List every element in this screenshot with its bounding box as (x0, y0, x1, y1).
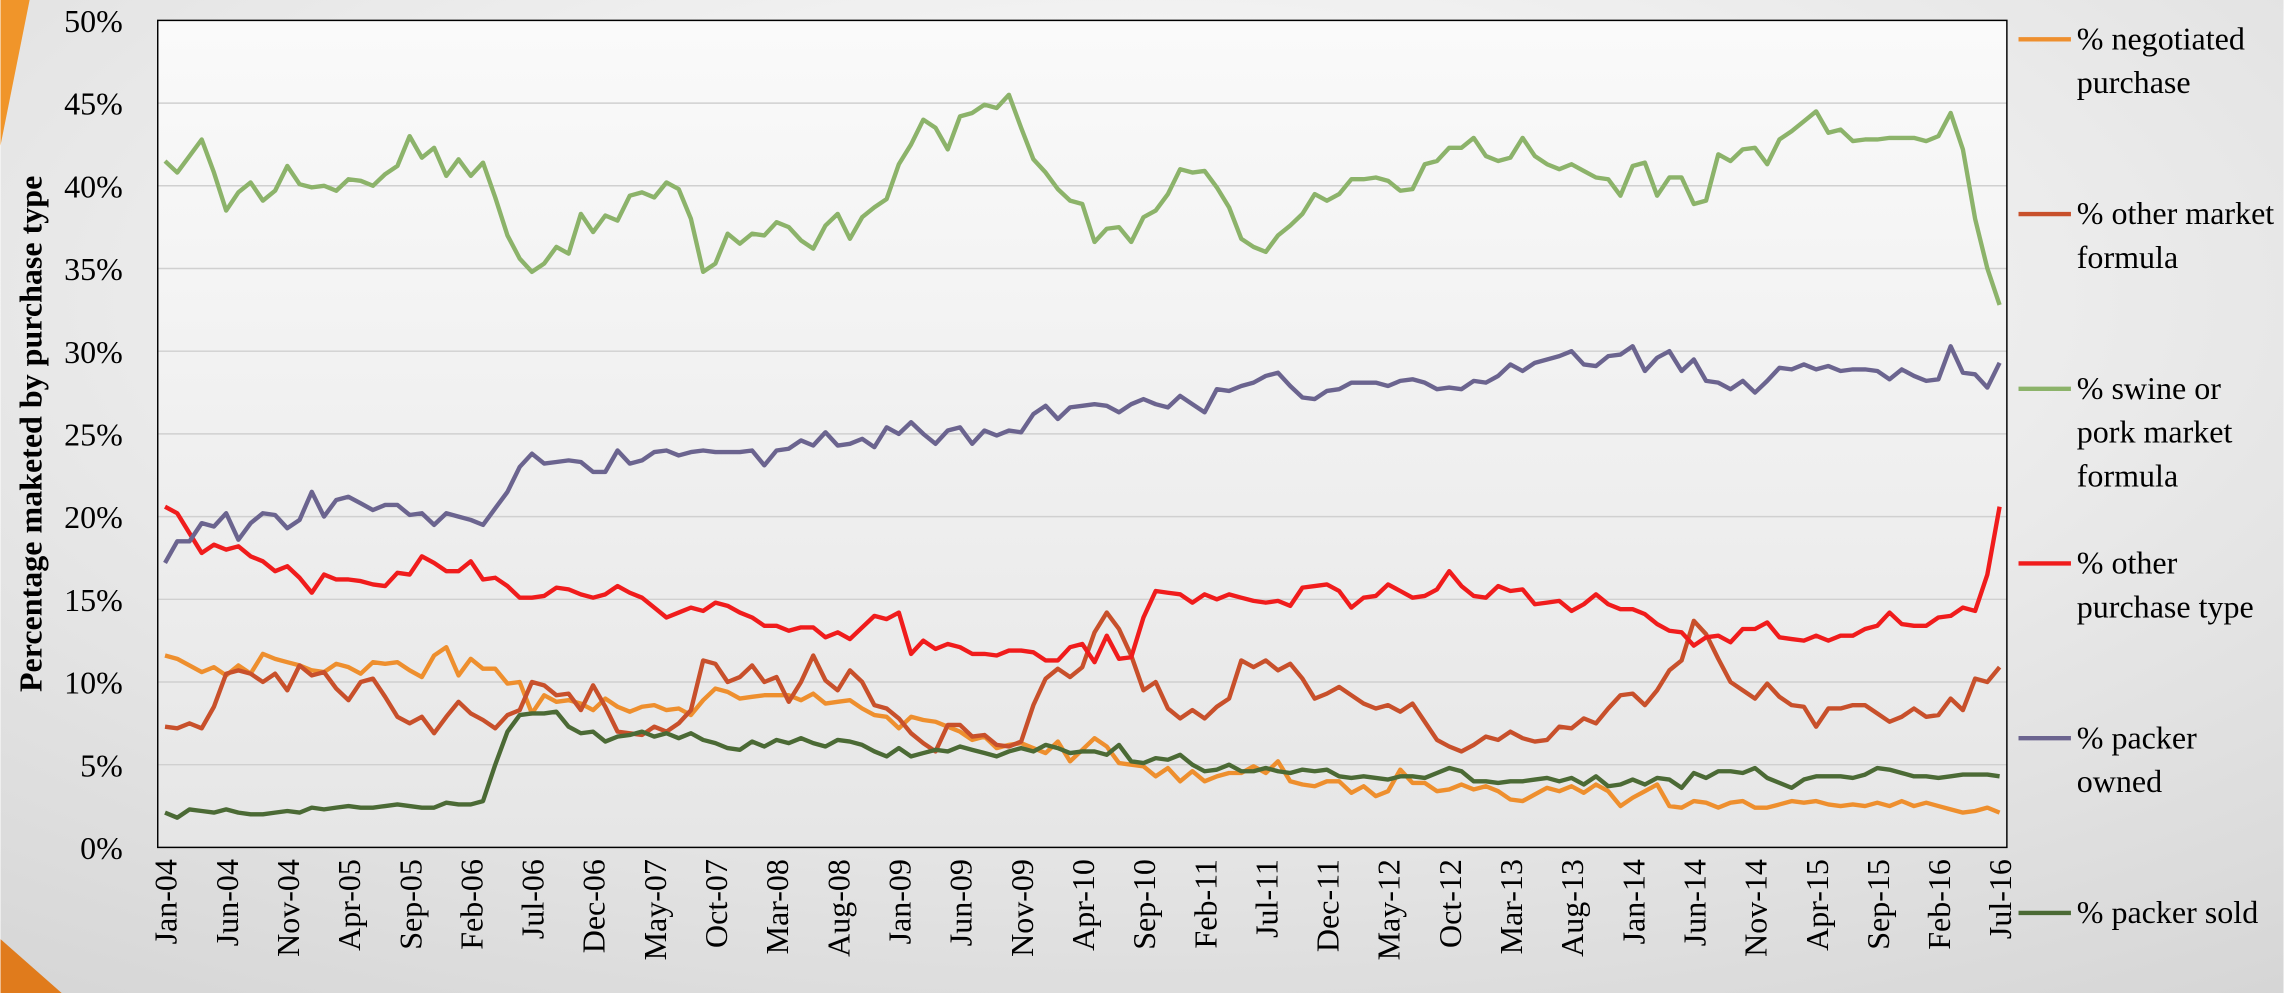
plot-border (157, 19, 2008, 849)
legend-item: % other purchase type (2076, 544, 2254, 625)
x-tick-label: Sep-10 (1126, 859, 1162, 950)
x-tick-label: Jan-04 (148, 859, 184, 944)
y-tick-label: 35% (64, 251, 123, 287)
x-tick-label: Dec-11 (1310, 859, 1346, 952)
x-tick-label: Jun-14 (1676, 859, 1712, 946)
x-tick-label: Oct-07 (698, 859, 734, 948)
y-tick-label: 30% (64, 334, 123, 370)
legend-label: % other purchase type (2076, 544, 2254, 625)
x-tick-label: Apr-05 (331, 859, 367, 951)
y-tick-label: 15% (64, 582, 123, 618)
x-tick-label: Jan-14 (1615, 859, 1651, 944)
corner-accent (0, 939, 62, 993)
x-tick-label: Apr-10 (1065, 859, 1101, 951)
x-tick-label: Aug-08 (820, 859, 856, 957)
legend-item: % packer owned (2076, 719, 2197, 800)
x-tick-label: May-07 (637, 859, 673, 960)
legend-label: % negotiated purchase (2076, 20, 2245, 101)
y-tick-label: 25% (64, 417, 123, 453)
x-tick-label: Aug-13 (1554, 859, 1590, 957)
y-tick-label: 5% (80, 747, 123, 783)
y-axis-title: Percentage maketed by purchase type (12, 176, 48, 692)
legend-label: % packer sold (2076, 893, 2259, 931)
x-tick-label: Mar-08 (759, 859, 795, 954)
series-line (163, 92, 2002, 306)
legend-label: % swine or pork market formula (2076, 369, 2233, 494)
x-tick-label: Jun-04 (209, 859, 245, 946)
legend-item: % packer sold (2076, 893, 2259, 931)
x-tick-label: Apr-15 (1799, 859, 1835, 951)
x-tick-label: Nov-04 (270, 859, 306, 957)
y-tick-label: 10% (64, 665, 123, 701)
x-tick-label: Feb-11 (1187, 859, 1223, 949)
x-tick-label: Jul-16 (1982, 859, 2018, 939)
labels: 0% 5% 10% 15% 20% 25% 30% 35% 40% 45% 50% Jan-04 Jun… (64, 3, 2018, 960)
x-tick-label: Feb-06 (453, 859, 489, 950)
x-tick-label: Sep-05 (392, 859, 428, 950)
legend-item: % swine or pork market formula (2076, 369, 2233, 494)
x-tick-label: Oct-12 (1432, 859, 1468, 948)
x-tick-label: Feb-16 (1921, 859, 1957, 950)
lines (163, 92, 2002, 820)
x-tick-label: Jul-11 (1248, 859, 1284, 938)
x-tick-label: Mar-13 (1493, 859, 1529, 954)
series-line (163, 504, 2002, 665)
legend-item: % other market formula (2076, 195, 2275, 276)
x-tick-label: Jul-06 (515, 859, 551, 939)
y-tick-label: 40% (64, 168, 123, 204)
legend-label: % other market formula (2076, 195, 2275, 276)
y-tick-label: 45% (64, 86, 123, 122)
legend-item: % negotiated purchase (2076, 20, 2245, 101)
x-tick-label: Jun-09 (943, 859, 979, 946)
y-tick-label: 50% (64, 3, 123, 39)
legend-label: % packer owned (2076, 719, 2197, 800)
legend: % negotiated purchase % other market form… (2018, 20, 2275, 931)
series-line (163, 344, 2002, 564)
series-line (164, 610, 2002, 754)
x-tick-label: Nov-14 (1738, 859, 1774, 957)
x-tick-label: Sep-15 (1860, 859, 1896, 950)
x-tick-label: Nov-09 (1004, 859, 1040, 957)
x-tick-label: May-12 (1371, 859, 1407, 960)
y-tick-label: 20% (64, 499, 123, 535)
series-line (164, 709, 2000, 820)
y-tick-label: 0% (80, 830, 123, 866)
x-tick-label: Dec-06 (576, 859, 612, 953)
x-tick-label: Jan-09 (881, 859, 917, 944)
